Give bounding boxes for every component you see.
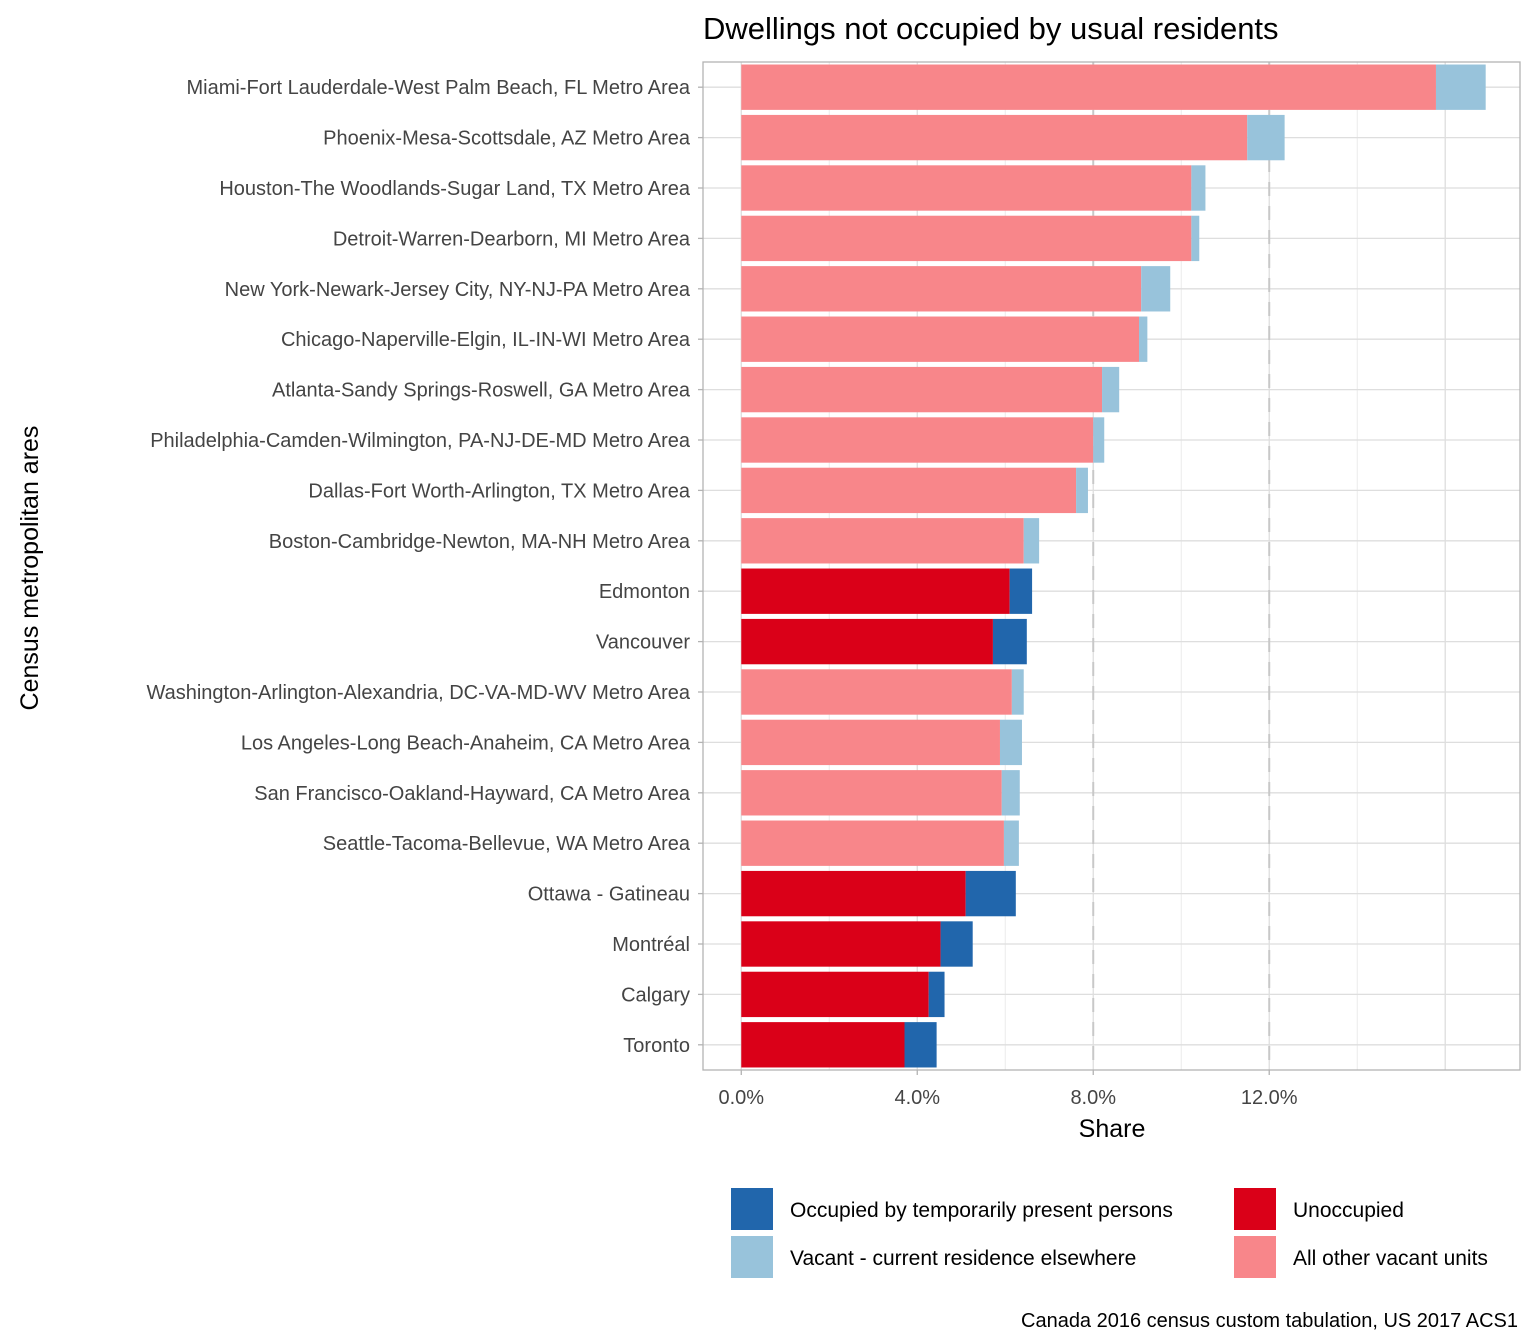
bar-segment [1102,366,1120,413]
y-tick-label: Ottawa - Gatineau [528,884,690,906]
legend: Occupied by temporarily present persons V… [731,1188,1488,1278]
bar-segment [928,971,945,1018]
bar-segment [741,518,1024,564]
bar-segment [741,921,941,967]
y-tick-label: Boston-Cambridge-Newton, MA-NH Metro Are… [269,531,691,553]
bar-segment [1009,568,1033,614]
legend-label: Vacant - current residence elsewhere [790,1247,1136,1270]
y-tick-label: Atlanta-Sandy Springs-Roswell, GA Metro … [272,380,691,402]
y-tick-label: Vancouver [596,632,690,654]
x-axis-title: Share [1079,1115,1146,1143]
bar-segment [741,165,1192,211]
bar-segment [1001,770,1020,816]
x-tick-label: 4.0% [894,1087,940,1109]
bar-segment [741,316,1139,362]
legend-swatch [731,1236,773,1278]
bar-segment [1076,467,1088,514]
legend-label: All other vacant units [1293,1247,1488,1270]
bar-segment [1138,316,1148,362]
bar-segment [965,870,1016,917]
x-tick-labels: 0.0% 4.0% 8.0% 12.0% [718,1070,1298,1109]
y-tick-label: Detroit-Warren-Dearborn, MI Metro Area [333,228,691,250]
bar-segment [741,417,1094,463]
y-tick-label: Los Angeles-Long Beach-Anaheim, CA Metro… [241,732,691,754]
bar-segment [741,618,993,665]
y-tick-label: Dallas-Fort Worth-Arlington, TX Metro Ar… [308,480,690,502]
bar-segment [1023,518,1040,564]
bar-segment [741,114,1248,161]
x-tick-label: 12.0% [1241,1087,1298,1109]
y-tick-label: New York-Newark-Jersey City, NY-NJ-PA Me… [225,279,691,301]
plot-panel [702,61,1521,1071]
legend-label: Occupied by temporarily present persons [790,1199,1173,1222]
y-tick-label: Phoenix-Mesa-Scottsdale, AZ Metro Area [323,128,691,150]
bar-segment [741,971,929,1018]
caption: Canada 2016 census custom tabulation, US… [1021,1310,1518,1332]
y-tick-label: Miami-Fort Lauderdale-West Palm Beach, F… [186,77,690,99]
y-tick-label: Houston-The Woodlands-Sugar Land, TX Met… [219,178,691,200]
bar-segment [1191,215,1200,262]
y-tick-label: Toronto [623,1035,690,1057]
chart-title: Dwellings not occupied by usual resident… [703,11,1279,46]
y-tick-label: San Francisco-Oakland-Hayward, CA Metro … [254,783,691,805]
bar-segment [1093,417,1105,463]
bar-segment [1435,64,1486,110]
panel-border [702,61,1521,1071]
bar-segment [904,1022,937,1068]
y-tick-label: Philadelphia-Camden-Wilmington, PA-NJ-DE… [150,430,691,452]
bar-segment [741,215,1192,262]
bar-segment [1247,114,1285,161]
bar-segment [741,719,1000,766]
bar-segment [992,618,1027,665]
y-tick-label: Calgary [621,984,690,1006]
y-tick-label: Edmonton [599,581,690,603]
bar-segment [1011,669,1024,715]
y-tick-label: Montréal [612,934,690,956]
bar-segment [1191,165,1206,211]
bar-segment [741,266,1142,312]
y-tick-label: Seattle-Tacoma-Bellevue, WA Metro Area [323,833,691,855]
bar-segment [741,64,1436,110]
bar-segment [741,366,1103,413]
legend-swatch [1234,1188,1276,1230]
y-axis-title: Census metropolitan ares [16,426,44,711]
legend-swatch [1234,1236,1276,1278]
y-tick-label: Washington-Arlington-Alexandria, DC-VA-M… [146,682,690,704]
legend-label: Unoccupied [1293,1199,1404,1222]
bar-segment [741,568,1010,614]
legend-swatch [731,1188,773,1230]
bar-segment [1141,266,1171,312]
bar-segment [999,719,1022,766]
bar-segment [741,669,1012,715]
bar-segment [741,770,1002,816]
bar-segment [741,1022,905,1068]
bar-segment [741,467,1077,514]
bar-segment [1003,820,1019,866]
y-tick-labels: Miami-Fort Lauderdale-West Palm Beach, F… [146,77,703,1057]
bar-segment [741,820,1004,866]
bar-segment [940,921,973,967]
bar-segment [741,870,966,917]
panel-background [703,62,1520,1070]
y-tick-label: Chicago-Naperville-Elgin, IL-IN-WI Metro… [281,329,691,351]
x-tick-label: 8.0% [1070,1087,1116,1109]
x-tick-label: 0.0% [718,1087,764,1109]
